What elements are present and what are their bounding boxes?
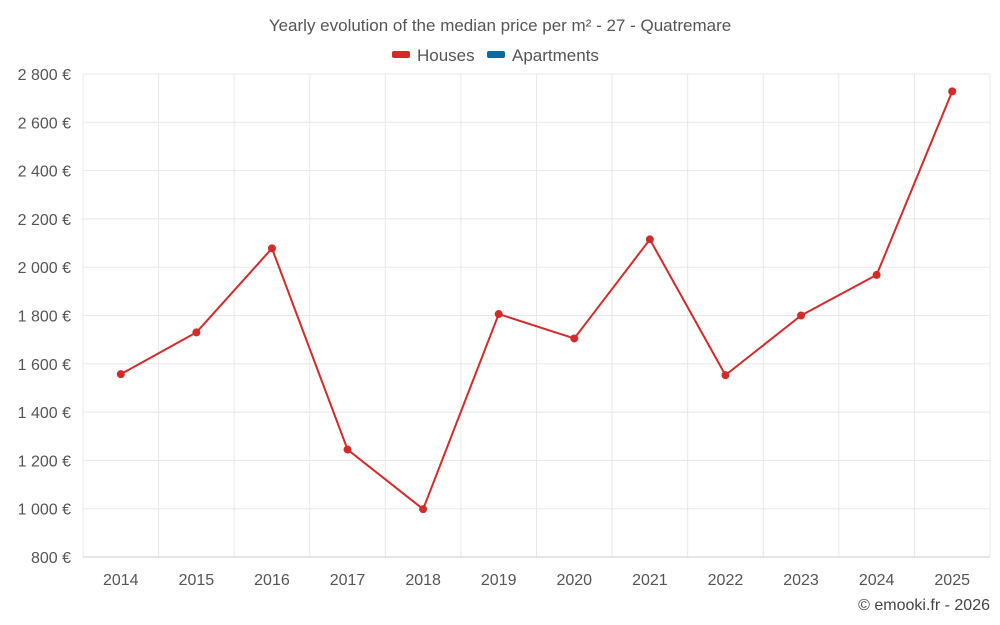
x-tick-label: 2023 <box>783 572 819 589</box>
x-tick-label: 2019 <box>481 572 517 589</box>
x-tick-label: 2017 <box>330 572 366 589</box>
y-tick-label: 1 400 € <box>18 405 71 422</box>
y-tick-label: 1 600 € <box>18 357 71 374</box>
legend: Houses Apartments <box>392 46 599 65</box>
y-tick-label: 2 600 € <box>18 115 71 132</box>
y-axis-ticks: 800 € 1 000 € 1 200 € 1 400 € 1 600 € 1 800 €… <box>18 67 71 567</box>
series-line-houses <box>120 91 954 511</box>
data-point-houses-2021[interactable] <box>645 235 654 244</box>
y-tick-label: 1 200 € <box>18 453 71 470</box>
x-tick-label: 2022 <box>708 572 744 589</box>
data-point-houses-2023[interactable] <box>797 311 806 320</box>
y-tick-label: 1 800 € <box>18 309 71 326</box>
x-tick-label: 2014 <box>103 572 139 589</box>
x-tick-label: 2016 <box>254 572 290 589</box>
x-tick-label: 2021 <box>632 572 668 589</box>
legend-swatch-houses[interactable] <box>392 51 410 58</box>
data-point-houses-2016[interactable] <box>267 244 276 253</box>
chart-title: Yearly evolution of the median price per… <box>269 16 731 35</box>
x-tick-label: 2015 <box>179 572 215 589</box>
data-point-houses-2014[interactable] <box>116 370 125 379</box>
data-point-houses-2022[interactable] <box>721 371 730 380</box>
data-point-houses-2025[interactable] <box>948 87 957 96</box>
x-tick-label: 2024 <box>859 572 895 589</box>
legend-label-houses[interactable]: Houses <box>417 46 475 65</box>
y-tick-label: 2 200 € <box>18 212 71 229</box>
y-tick-label: 800 € <box>31 550 71 567</box>
x-tick-label: 2020 <box>556 572 592 589</box>
x-axis-ticks: 2014 2015 2016 2017 2018 2019 2020 2021 2022 2023… <box>103 572 970 589</box>
grid <box>82 73 991 557</box>
y-tick-label: 2 400 € <box>18 164 71 181</box>
legend-label-apartments[interactable]: Apartments <box>512 46 599 65</box>
data-point-houses-2017[interactable] <box>343 445 352 454</box>
data-point-houses-2019[interactable] <box>494 310 503 319</box>
data-point-houses-2015[interactable] <box>192 328 201 337</box>
x-tick-label: 2025 <box>934 572 970 589</box>
y-tick-label: 2 800 € <box>18 67 71 84</box>
series-houses <box>116 87 957 514</box>
data-point-houses-2020[interactable] <box>570 334 579 343</box>
x-tick-label: 2018 <box>405 572 441 589</box>
y-tick-label: 1 000 € <box>18 502 71 519</box>
credit-text: © emooki.fr - 2026 <box>858 597 990 614</box>
y-tick-label: 2 000 € <box>18 260 71 277</box>
data-point-houses-2024[interactable] <box>872 270 881 279</box>
data-point-houses-2018[interactable] <box>419 505 428 514</box>
legend-swatch-apartments[interactable] <box>487 51 505 58</box>
